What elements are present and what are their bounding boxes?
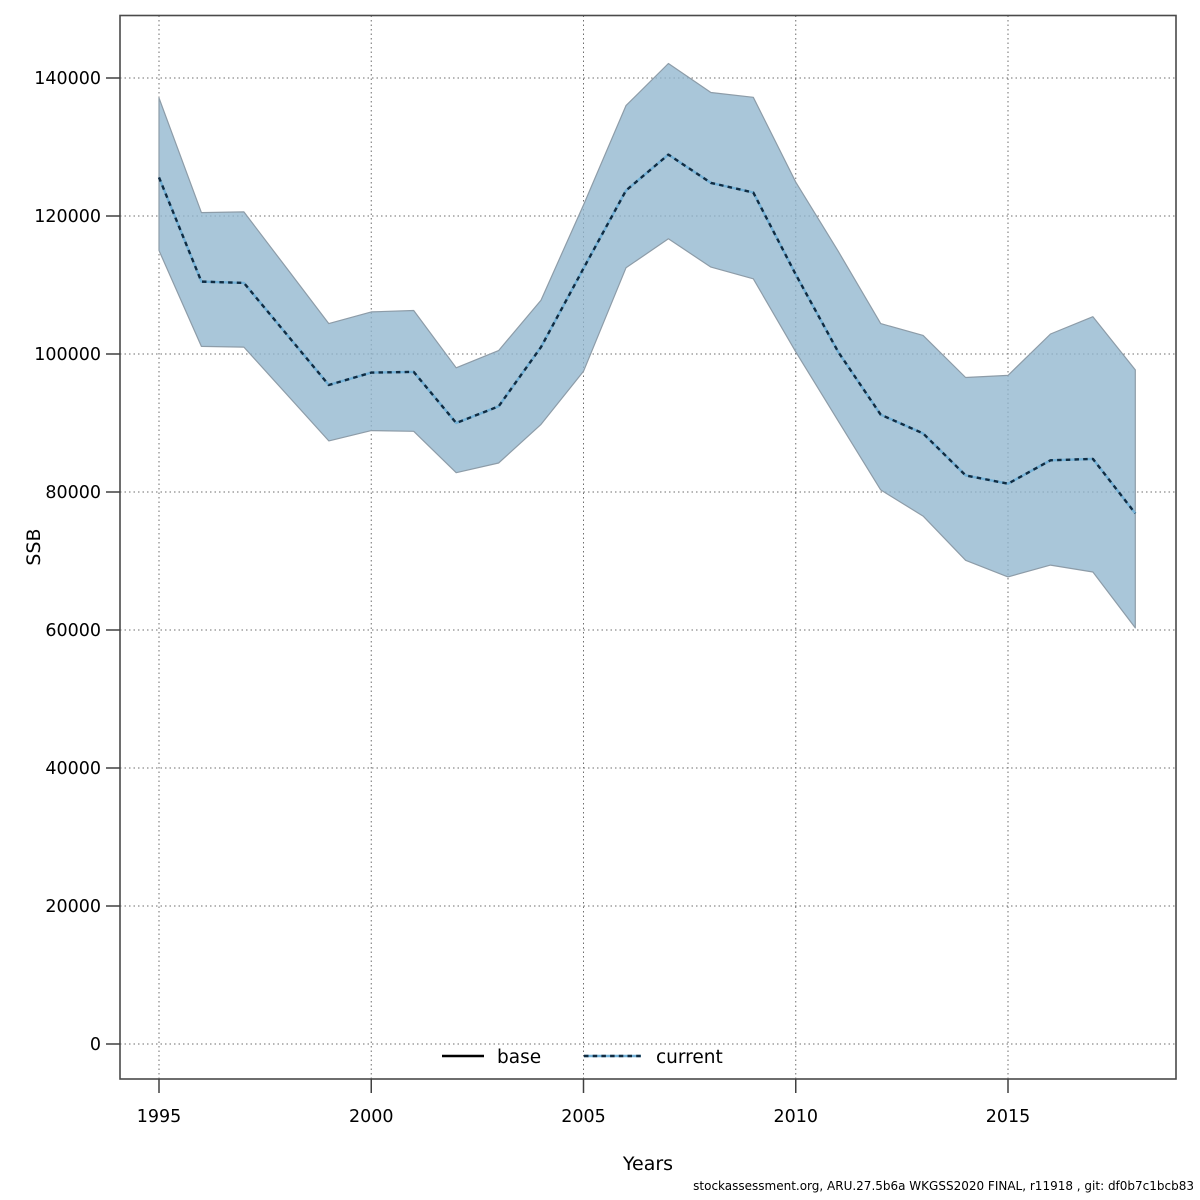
x-tick-label: 2010 [773,1107,818,1127]
y-tick-label: 60000 [45,621,101,641]
legend-current-label: current [656,1047,723,1068]
x-tick-label: 2015 [986,1107,1031,1127]
y-tick-label: 120000 [34,207,101,227]
footer-attribution-text: stockassessment.org, ARU.27.5b6a WKGSS20… [693,1179,1194,1193]
footer: stockassessment.org, ARU.27.5b6a WKGSS20… [693,1179,1194,1193]
series-lines [157,153,1137,515]
y-axis-title: SSB [23,528,45,565]
y-tick-label: 140000 [34,69,101,89]
confidence-band-group [158,62,1136,629]
current-line-base [157,153,1137,515]
y-tick-label: 80000 [45,483,101,503]
x-tick-label: 2005 [561,1107,606,1127]
legend: base current [442,1047,723,1068]
y-tick-label: 100000 [34,345,101,365]
x-axis-title: Years [622,1153,673,1175]
plot-border [119,14,1177,1080]
y-tick-label: 40000 [45,759,101,779]
axis-titles: Years SSB [23,528,673,1175]
legend-base-label: base [497,1047,541,1068]
y-tick-label: 0 [90,1035,101,1055]
confidence-band [158,62,1136,629]
x-tick-label: 1995 [137,1107,182,1127]
tick-labels: 0 20000 40000 60000 80000 100000 120000 140000 1… [34,69,1030,1127]
axis-ticks [106,77,1009,1093]
x-tick-label: 2000 [349,1107,394,1127]
y-tick-label: 20000 [45,897,101,917]
plot-frame [119,14,1177,1080]
